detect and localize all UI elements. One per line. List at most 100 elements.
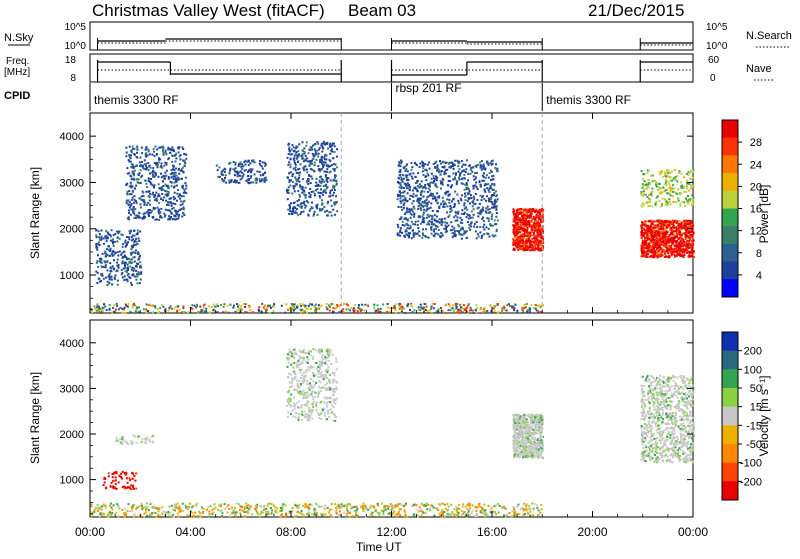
data-cell: [293, 157, 295, 159]
data-cell: [158, 159, 160, 161]
data-cell: [100, 239, 102, 241]
data-cell: [303, 211, 305, 213]
data-cell: [217, 305, 219, 307]
data-cell: [400, 227, 402, 229]
data-cell: [686, 180, 688, 182]
data-cell: [225, 174, 227, 176]
data-cell: [669, 237, 671, 239]
data-cell: [667, 245, 669, 247]
data-cell: [132, 307, 134, 309]
data-cell: [485, 200, 487, 202]
data-cell: [266, 307, 268, 309]
data-cell: [425, 228, 427, 230]
data-cell: [128, 204, 130, 206]
data-cell: [112, 265, 114, 267]
data-cell: [295, 169, 297, 171]
data-cell: [180, 158, 182, 160]
data-cell: [427, 164, 429, 166]
data-cell: [327, 148, 329, 150]
data-cell: [321, 159, 323, 161]
data-cell: [674, 254, 676, 256]
data-cell: [494, 223, 496, 225]
data-cell: [229, 169, 231, 171]
data-cell: [486, 310, 488, 312]
data-cell: [259, 160, 261, 162]
data-cell: [313, 380, 315, 382]
data-cell: [111, 229, 113, 231]
data-cell: [682, 245, 684, 247]
data-cell: [494, 202, 496, 204]
data-cell: [163, 175, 165, 177]
data-cell: [342, 308, 344, 310]
data-cell: [320, 390, 322, 392]
data-cell: [146, 211, 148, 213]
data-cell: [475, 176, 477, 178]
data-cell: [197, 311, 199, 313]
data-cell: [253, 159, 255, 161]
data-cell: [669, 229, 671, 231]
data-cell: [293, 188, 295, 190]
data-cell: [474, 172, 476, 174]
data-cell: [401, 308, 403, 310]
data-cell: [296, 306, 298, 308]
data-cell: [126, 279, 128, 281]
data-cell: [436, 186, 438, 188]
data-cell: [406, 174, 408, 176]
data-cell: [464, 178, 466, 180]
data-cell: [105, 235, 107, 237]
data-cell: [458, 171, 460, 173]
data-cell: [669, 240, 671, 242]
data-cell: [121, 272, 123, 274]
data-cell: [484, 307, 486, 309]
data-cell: [413, 200, 415, 202]
data-cell: [367, 304, 369, 306]
data-cell: [658, 224, 660, 226]
data-cell: [399, 169, 401, 171]
data-cell: [175, 153, 177, 155]
data-cell: [146, 303, 148, 305]
data-cell: [452, 232, 454, 234]
data-cell: [143, 213, 145, 215]
data-cell: [288, 181, 290, 183]
data-cell: [668, 198, 670, 200]
data-cell: [681, 236, 683, 238]
data-cell: [330, 195, 332, 197]
data-cell: [150, 183, 152, 185]
data-cell: [338, 305, 340, 307]
data-cell: [124, 267, 126, 269]
data-cell: [302, 141, 304, 143]
data-cell: [463, 213, 465, 215]
data-cell: [389, 311, 391, 313]
data-cell: [670, 194, 672, 196]
data-cell: [113, 245, 115, 247]
data-cell: [535, 248, 537, 250]
data-cell: [439, 218, 441, 220]
data-cell: [644, 220, 646, 222]
data-cell: [132, 171, 134, 173]
data-cell: [173, 198, 175, 200]
data-cell: [127, 486, 129, 488]
data-cell: [151, 154, 153, 156]
data-cell: [115, 471, 117, 473]
data-cell: [230, 304, 232, 306]
data-cell: [446, 226, 448, 228]
data-cell: [193, 305, 195, 307]
data-cell: [311, 206, 313, 208]
data-cell: [177, 211, 179, 213]
data-cell: [395, 309, 397, 311]
data-cell: [332, 180, 334, 182]
data-cell: [156, 149, 158, 151]
data-cell: [647, 202, 649, 204]
colorbar-segment: [722, 173, 738, 191]
data-cell: [174, 182, 176, 184]
data-cell: [467, 192, 469, 194]
data-cell: [473, 185, 475, 187]
data-cell: [132, 190, 134, 192]
data-cell: [306, 312, 308, 314]
data-cell: [294, 308, 296, 310]
data-cell: [124, 312, 126, 314]
data-cell: [141, 175, 143, 177]
data-cell: [248, 178, 250, 180]
data-cell: [492, 178, 494, 180]
data-cell: [115, 274, 117, 276]
